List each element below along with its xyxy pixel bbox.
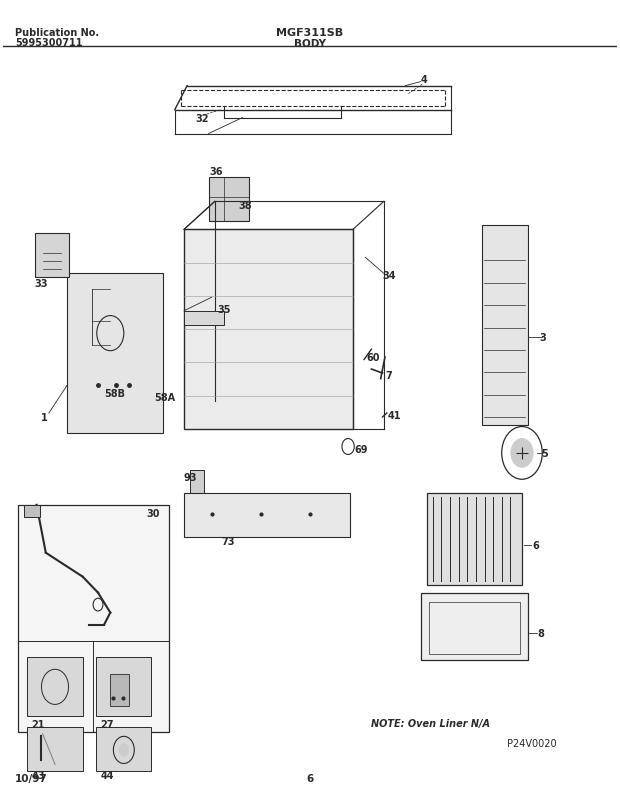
Bar xyxy=(420,593,528,661)
Text: 4: 4 xyxy=(420,75,427,85)
Text: 3: 3 xyxy=(539,332,546,343)
Text: 38: 38 xyxy=(239,201,252,211)
Text: 8: 8 xyxy=(538,628,544,638)
Text: eReplacementParts.com: eReplacementParts.com xyxy=(210,393,337,402)
Text: 32: 32 xyxy=(196,113,209,124)
Bar xyxy=(428,602,520,654)
Text: 41: 41 xyxy=(388,410,402,420)
Bar xyxy=(427,493,522,585)
Bar xyxy=(482,226,528,426)
Text: BODY: BODY xyxy=(294,39,326,49)
Bar xyxy=(27,657,82,716)
Text: 35: 35 xyxy=(217,305,231,315)
Bar xyxy=(68,274,162,434)
Text: 21: 21 xyxy=(32,719,45,729)
Bar xyxy=(208,178,249,222)
Circle shape xyxy=(511,439,533,467)
Text: 34: 34 xyxy=(382,271,396,280)
Text: 44: 44 xyxy=(100,770,114,780)
Bar xyxy=(110,675,129,706)
Bar xyxy=(27,727,82,771)
Bar xyxy=(35,234,69,278)
Text: 33: 33 xyxy=(35,279,48,288)
Text: 6: 6 xyxy=(533,540,539,550)
Text: 36: 36 xyxy=(210,167,223,177)
Bar xyxy=(96,657,151,716)
Polygon shape xyxy=(184,493,350,537)
Text: 58B: 58B xyxy=(104,389,125,398)
Bar xyxy=(96,727,151,771)
Text: Publication No.: Publication No. xyxy=(15,28,99,39)
Text: 5995300711: 5995300711 xyxy=(15,38,82,48)
Text: 60: 60 xyxy=(366,353,380,363)
Text: 27: 27 xyxy=(100,719,114,729)
Text: 10/97: 10/97 xyxy=(15,772,48,783)
Bar xyxy=(184,230,353,430)
Text: 1: 1 xyxy=(41,413,48,422)
Text: 69: 69 xyxy=(354,444,368,454)
Bar xyxy=(18,505,169,732)
Bar xyxy=(184,312,224,326)
Text: MGF311SB: MGF311SB xyxy=(277,28,343,39)
Text: 7: 7 xyxy=(385,371,392,381)
Text: NOTE: Oven Liner N/A: NOTE: Oven Liner N/A xyxy=(371,719,490,728)
Text: P24V0020: P24V0020 xyxy=(507,739,556,748)
Text: 93: 93 xyxy=(184,472,197,483)
Circle shape xyxy=(119,744,129,756)
Bar xyxy=(190,471,204,493)
Text: 6: 6 xyxy=(306,772,314,783)
Text: 73: 73 xyxy=(221,536,235,546)
Text: 30: 30 xyxy=(146,508,160,518)
Bar xyxy=(24,505,40,517)
Text: 5: 5 xyxy=(541,448,548,459)
Text: 43: 43 xyxy=(32,770,45,780)
Text: 58A: 58A xyxy=(154,393,175,402)
